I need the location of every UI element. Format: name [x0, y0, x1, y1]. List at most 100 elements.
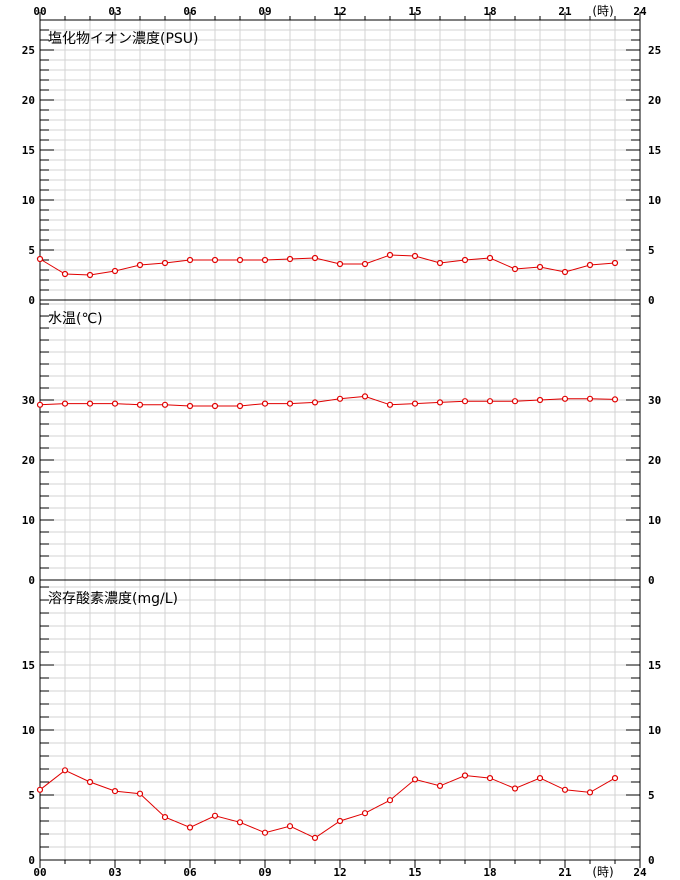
series-line — [39, 254, 616, 276]
x-tick-label-top: 18 — [483, 5, 496, 18]
data-point — [161, 401, 169, 408]
x-tick-label-top: 12 — [333, 5, 346, 18]
data-point — [611, 396, 619, 403]
data-point — [61, 767, 69, 774]
data-point — [436, 399, 444, 406]
data-point — [361, 393, 369, 400]
data-point — [261, 829, 269, 836]
data-point — [236, 819, 244, 826]
data-point — [511, 785, 519, 792]
panel-title: 塩化物イオン濃度(PSU) — [48, 31, 199, 47]
data-point — [561, 786, 569, 793]
x-tick-label-bottom: 09 — [258, 866, 271, 879]
y-tick-label-right: 5 — [648, 244, 655, 257]
data-point — [411, 400, 419, 407]
data-point — [486, 774, 494, 782]
data-point — [436, 782, 444, 790]
data-point — [511, 398, 519, 405]
x-tick-label-bottom: 00 — [33, 866, 46, 879]
y-tick-label-left: 25 — [22, 44, 35, 57]
data-point — [136, 401, 144, 408]
y-tick-label-left: 30 — [22, 394, 35, 407]
series-line — [39, 395, 616, 407]
y-tick-label-left: 0 — [28, 854, 35, 867]
y-tick-label-right: 20 — [648, 94, 661, 107]
data-point — [411, 776, 419, 783]
y-tick-label-right: 20 — [648, 454, 661, 467]
data-point — [111, 787, 119, 795]
data-point — [336, 817, 344, 825]
y-tick-label-right: 5 — [648, 789, 655, 802]
data-point — [611, 259, 619, 267]
data-point — [361, 260, 369, 268]
y-tick-label-right: 10 — [648, 514, 661, 527]
x-tick-label-top: 00 — [33, 5, 46, 18]
x-tick-label-bottom: 03 — [108, 866, 121, 879]
x-unit-label-bottom: (時) — [592, 865, 613, 879]
data-point — [61, 270, 69, 278]
data-point — [586, 395, 594, 402]
data-point — [136, 261, 144, 269]
data-point — [461, 256, 469, 264]
data-point — [286, 823, 294, 830]
y-tick-label-right: 0 — [648, 294, 655, 307]
data-point — [236, 402, 244, 410]
data-point — [36, 401, 44, 408]
data-point — [586, 261, 594, 269]
data-point — [336, 260, 344, 268]
data-point — [186, 402, 194, 410]
x-tick-label-bottom: 15 — [408, 866, 421, 879]
data-point — [211, 402, 219, 410]
y-tick-label-right: 0 — [648, 574, 655, 587]
data-point — [261, 256, 269, 264]
data-point — [486, 398, 494, 405]
data-point — [61, 400, 69, 407]
data-point — [211, 256, 219, 264]
y-tick-label-right: 25 — [648, 44, 661, 57]
series-line — [39, 769, 616, 839]
data-point — [286, 255, 294, 263]
data-point — [386, 251, 394, 259]
data-point — [36, 786, 44, 793]
data-point — [461, 772, 469, 779]
data-point — [311, 399, 319, 406]
data-point — [611, 774, 619, 782]
data-point — [86, 271, 94, 279]
panel-title: 水温(℃) — [48, 311, 103, 327]
x-tick-label-bottom: 12 — [333, 866, 346, 879]
data-point — [311, 254, 319, 262]
y-tick-label-left: 5 — [28, 789, 35, 802]
x-tick-label-top: 21 — [558, 5, 572, 18]
data-point — [386, 401, 394, 408]
data-point — [111, 400, 119, 407]
data-point — [486, 254, 494, 262]
y-tick-label-left: 0 — [28, 574, 35, 587]
data-point — [361, 810, 369, 817]
x-tick-label-bottom: 18 — [483, 866, 496, 879]
x-tick-label-top: 09 — [258, 5, 271, 18]
y-tick-label-left: 15 — [22, 144, 35, 157]
data-point — [436, 259, 444, 267]
data-point — [336, 395, 344, 402]
data-point — [36, 255, 44, 263]
data-point — [561, 268, 569, 276]
x-tick-label-top: 15 — [408, 5, 421, 18]
x-unit-label-top: (時) — [592, 4, 613, 18]
y-tick-label-left: 10 — [22, 514, 35, 527]
y-tick-label-left: 20 — [22, 94, 35, 107]
y-tick-label-left: 10 — [22, 194, 35, 207]
data-point — [536, 396, 544, 404]
y-tick-label-right: 15 — [648, 144, 661, 157]
data-point — [211, 812, 219, 819]
data-point — [536, 774, 544, 782]
x-tick-label-bottom: 21 — [558, 866, 572, 879]
data-point — [411, 252, 419, 260]
panel-2 — [36, 299, 641, 581]
data-point — [461, 398, 469, 405]
y-tick-label-right: 10 — [648, 194, 661, 207]
data-point — [111, 267, 119, 275]
y-tick-label-right: 15 — [648, 659, 661, 672]
data-point — [536, 263, 544, 271]
data-point — [561, 395, 569, 402]
data-point — [236, 256, 244, 264]
